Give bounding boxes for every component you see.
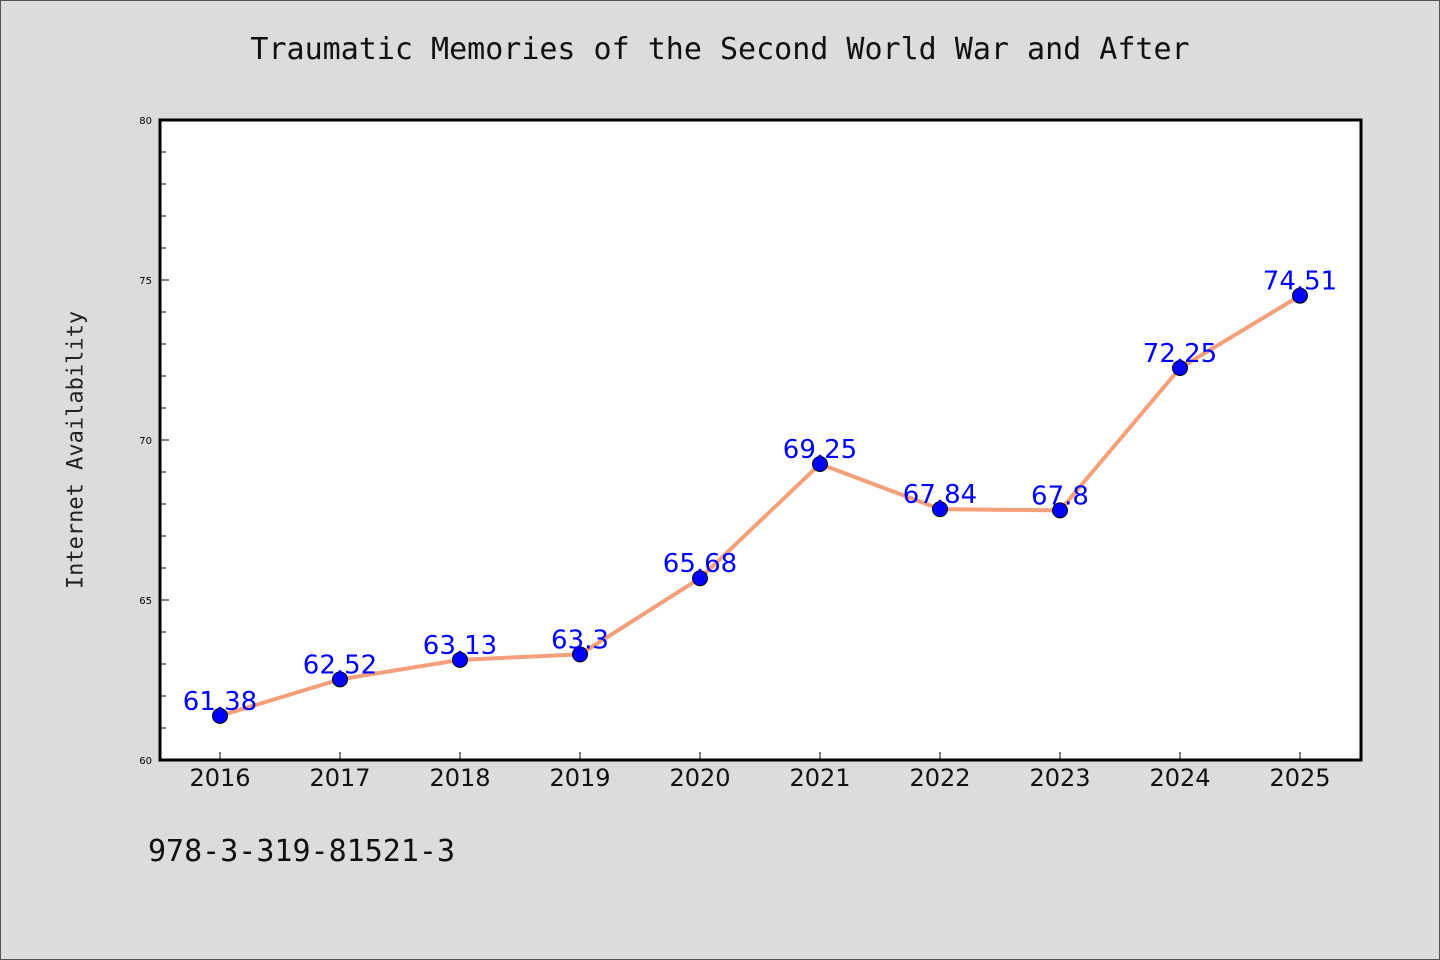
chart-title: Traumatic Memories of the Second World W… bbox=[250, 32, 1190, 67]
data-label: 63.13 bbox=[423, 631, 497, 661]
data-label: 67.84 bbox=[903, 480, 977, 510]
series-line bbox=[219, 293, 1302, 718]
y-tick-label: 70 bbox=[139, 436, 152, 447]
x-tick-label: 2024 bbox=[1149, 764, 1210, 792]
y-tick-label: 60 bbox=[139, 756, 152, 767]
data-label: 62.52 bbox=[303, 650, 377, 680]
data-point bbox=[452, 651, 468, 668]
data-point bbox=[692, 570, 708, 587]
y-axis: 60 65 70 75 80 bbox=[139, 116, 169, 767]
x-tick-label: 2017 bbox=[309, 764, 370, 792]
x-tick-label: 2023 bbox=[1029, 764, 1090, 792]
data-point bbox=[812, 456, 828, 472]
x-tick-label: 2018 bbox=[429, 764, 490, 792]
data-label: 61.38 bbox=[183, 687, 257, 717]
data-label: 65.68 bbox=[663, 549, 737, 579]
isbn-footnote: 978-3-319-81521-3 bbox=[148, 834, 456, 869]
data-point bbox=[212, 707, 228, 724]
x-axis: 2016 2017 2018 2019 2020 2021 2022 2023 2024 2025 bbox=[189, 752, 1331, 792]
series-markers bbox=[212, 287, 1308, 724]
data-labels: 61.38 62.52 63.13 63.3 65.68 69.25 67.84 67.8 72… bbox=[183, 267, 1337, 717]
x-tick-label: 2025 bbox=[1269, 764, 1330, 792]
data-point bbox=[572, 646, 588, 663]
x-tick-label: 2019 bbox=[549, 764, 610, 792]
x-tick-label: 2021 bbox=[789, 764, 850, 792]
data-label: 63.3 bbox=[551, 625, 609, 655]
x-tick-label: 2020 bbox=[669, 764, 730, 792]
data-point bbox=[1292, 287, 1308, 304]
y-tick-label: 80 bbox=[139, 116, 152, 127]
x-tick-label: 2016 bbox=[189, 764, 250, 792]
data-point bbox=[332, 671, 348, 688]
data-label: 74.51 bbox=[1263, 267, 1337, 297]
data-point bbox=[1172, 360, 1188, 376]
data-label: 67.8 bbox=[1031, 481, 1089, 511]
data-label: 72.25 bbox=[1143, 339, 1217, 369]
y-tick-label: 75 bbox=[139, 276, 152, 287]
data-point bbox=[1052, 502, 1068, 519]
y-tick-label: 65 bbox=[139, 596, 152, 607]
data-point bbox=[932, 501, 948, 518]
plot-area bbox=[158, 118, 1363, 762]
x-tick-label: 2022 bbox=[909, 764, 970, 792]
data-label: 69.25 bbox=[783, 435, 857, 465]
